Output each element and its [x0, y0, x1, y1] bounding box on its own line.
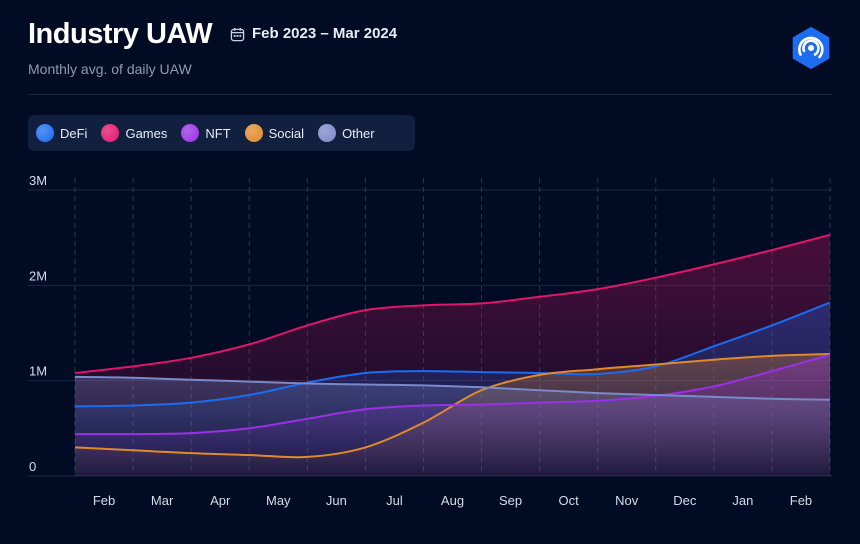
chart-legend: DeFi Games NFT Social Other [28, 115, 415, 151]
legend-swatch-other [318, 124, 337, 142]
y-tick-label: 2M [29, 268, 47, 283]
x-tick-label: Sep [499, 493, 522, 508]
series-line-defi[interactable] [74, 301, 831, 408]
legend-label-social: Social [268, 125, 305, 141]
x-tick-label: Dec [673, 493, 697, 508]
area-other [75, 376, 830, 476]
chart-subtitle: Monthly avg. of daily UAW [28, 61, 192, 77]
date-range[interactable]: Feb 2023 – Mar 2024 [230, 22, 397, 46]
series-line-games[interactable] [74, 233, 831, 374]
x-tick-label: Jul [386, 493, 403, 508]
x-tick-label: Feb [93, 493, 115, 508]
series-line-other[interactable] [74, 375, 831, 401]
x-tick-label: Aug [441, 493, 464, 508]
legend-label-games: Games [125, 125, 168, 141]
legend-item-games[interactable]: Games [101, 124, 167, 142]
y-tick-label: 1M [29, 364, 47, 379]
x-tick-label: Jun [326, 493, 347, 508]
series-line-nft[interactable] [74, 353, 831, 436]
legend-item-social[interactable]: Social [244, 124, 305, 142]
legend-label-nft: NFT [205, 125, 231, 141]
legend-label-defi: DeFi [60, 125, 88, 141]
legend-swatch-defi [36, 124, 54, 142]
header-divider [28, 94, 832, 95]
app-logo-icon [792, 27, 830, 69]
x-tick-label: Oct [559, 493, 580, 508]
legend-swatch-social [244, 124, 263, 142]
calendar-icon [230, 27, 245, 41]
legend-swatch-nft [181, 124, 200, 142]
x-tick-label: May [266, 493, 291, 508]
y-tick-label: 0 [29, 459, 36, 474]
page-title: Industry UAW [28, 18, 213, 50]
legend-swatch-games [101, 124, 120, 142]
legend-label-other: Other [342, 125, 375, 141]
legend-item-nft[interactable]: NFT [181, 124, 231, 142]
date-range-label: Feb 2023 – Mar 2024 [252, 25, 398, 42]
legend-item-other[interactable]: Other [318, 124, 375, 142]
x-tick-label: Apr [210, 493, 231, 508]
x-tick-label: Mar [151, 493, 174, 508]
x-tick-label: Feb [790, 493, 812, 508]
area-chart: 0 1M 2M 3M Feb Mar Apr May Jun Jul Aug Sep Oct Nov Dec… [28, 173, 832, 508]
x-tick-label: Jan [732, 493, 753, 508]
legend-item-defi[interactable]: DeFi [36, 124, 87, 142]
x-tick-label: Nov [615, 493, 639, 508]
y-tick-label: 3M [29, 173, 47, 188]
